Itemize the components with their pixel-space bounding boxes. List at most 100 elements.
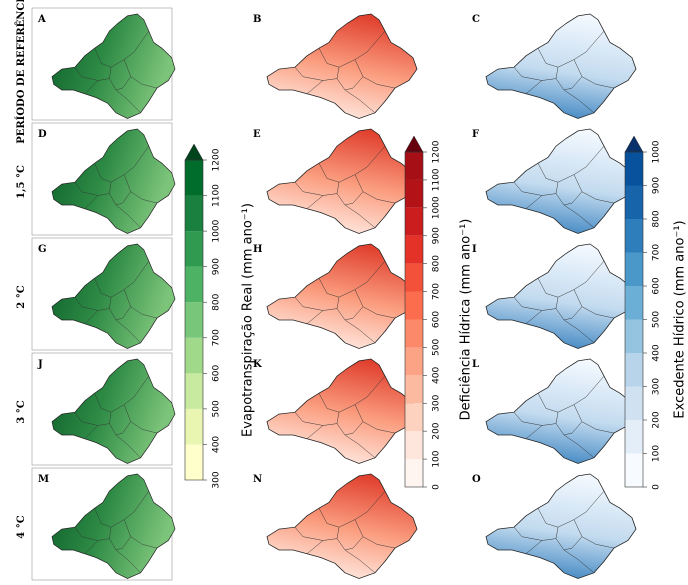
map bbox=[266, 358, 418, 464]
region-border bbox=[513, 527, 543, 541]
colorbar-segment bbox=[405, 263, 423, 292]
region-border bbox=[563, 421, 583, 436]
region-border bbox=[344, 306, 364, 321]
region-border bbox=[94, 145, 149, 183]
colorbar-tick-label: 700 bbox=[212, 329, 222, 346]
region-border bbox=[109, 67, 112, 79]
colorbar-title: Evapotranspiração Real (mm ano⁻¹) bbox=[241, 203, 256, 437]
panel-letter: A bbox=[37, 14, 46, 25]
region-border bbox=[74, 297, 98, 311]
region-border bbox=[294, 297, 324, 311]
region-border bbox=[306, 423, 376, 458]
region-border bbox=[94, 260, 149, 298]
colorbar-tick-label: 1100 bbox=[432, 168, 442, 191]
colorbar-frame bbox=[184, 159, 204, 481]
region-border bbox=[344, 421, 364, 436]
colorbar-tick-label: 1100 bbox=[212, 184, 222, 207]
colorbar-tick-label: 300 bbox=[212, 471, 222, 488]
region-border bbox=[563, 191, 583, 206]
colorbar-segment bbox=[625, 219, 643, 253]
region-border bbox=[555, 412, 559, 424]
row-label: 2 °C bbox=[16, 285, 27, 308]
region-border bbox=[84, 308, 141, 343]
colorbar-title: Excedente Hídrico (mm ano⁻¹) bbox=[673, 220, 688, 418]
colorbar-tick-label: 400 bbox=[432, 366, 442, 383]
region-border bbox=[537, 260, 605, 298]
region-border bbox=[537, 30, 605, 68]
region-border bbox=[109, 182, 112, 194]
region-border bbox=[306, 308, 376, 343]
region-border bbox=[115, 306, 131, 321]
colorbar-segment bbox=[405, 319, 423, 348]
colorbar-tick-label: 1200 bbox=[212, 148, 222, 171]
region-border bbox=[354, 174, 396, 204]
region-border bbox=[84, 78, 141, 113]
state-outline bbox=[485, 473, 637, 579]
map bbox=[485, 13, 637, 119]
region-border bbox=[109, 297, 112, 309]
colorbar-tick-label: 900 bbox=[212, 258, 222, 275]
region-border bbox=[525, 423, 595, 458]
region-border bbox=[318, 490, 386, 528]
colorbar-segment bbox=[405, 291, 423, 320]
panel-letter: O bbox=[472, 474, 481, 485]
region-border bbox=[525, 78, 595, 113]
region-border bbox=[555, 67, 559, 79]
panel-letter: K bbox=[253, 359, 262, 370]
colorbar-tick-label: 600 bbox=[652, 277, 662, 294]
colorbar-segment bbox=[625, 286, 643, 320]
state-outline bbox=[266, 243, 418, 349]
state-outline bbox=[266, 128, 418, 234]
region-border bbox=[573, 289, 615, 319]
region-border bbox=[354, 289, 396, 319]
region-border bbox=[336, 527, 340, 539]
colorbar-tick-label: 600 bbox=[212, 364, 222, 381]
region-border bbox=[537, 145, 605, 183]
region-border bbox=[74, 182, 98, 196]
region-border bbox=[306, 78, 376, 113]
region-border bbox=[306, 538, 376, 573]
map bbox=[51, 358, 176, 464]
colorbar-segment bbox=[185, 195, 203, 232]
region-border bbox=[109, 412, 112, 424]
colorbar-tick-label: 500 bbox=[212, 400, 222, 417]
state-outline bbox=[51, 243, 176, 349]
region-border bbox=[123, 289, 158, 319]
state-outline bbox=[266, 13, 418, 119]
panel-letter: C bbox=[472, 14, 480, 25]
region-border bbox=[354, 59, 396, 89]
state-outline bbox=[485, 128, 637, 234]
region-border bbox=[94, 375, 149, 413]
region-border bbox=[336, 412, 340, 424]
region-border bbox=[525, 538, 595, 573]
region-border bbox=[354, 519, 396, 549]
region-border bbox=[84, 193, 141, 228]
region-border bbox=[318, 375, 386, 413]
colorbar-segment bbox=[625, 185, 643, 219]
colorbar-segment bbox=[185, 337, 203, 374]
colorbar-tick-label: 700 bbox=[652, 244, 662, 261]
region-border bbox=[115, 76, 131, 91]
row-label: PERÍODO DE REFERÊNCIA bbox=[15, 0, 27, 144]
colorbar-tick-label: 0 bbox=[432, 484, 442, 490]
region-border bbox=[74, 67, 98, 81]
region-border bbox=[318, 260, 386, 298]
region-border bbox=[563, 536, 583, 551]
region-border bbox=[84, 538, 141, 573]
state-outline bbox=[51, 473, 176, 579]
panel-letter: M bbox=[38, 474, 49, 485]
region-border bbox=[573, 174, 615, 204]
row-label: 3 °C bbox=[16, 400, 27, 423]
colorbar-segment bbox=[625, 152, 643, 186]
colorbar-extend bbox=[624, 135, 644, 153]
colorbar-segment bbox=[625, 420, 643, 454]
colorbar-tick-label: 0 bbox=[652, 484, 662, 490]
colorbar-segment bbox=[405, 403, 423, 432]
region-border bbox=[123, 404, 158, 434]
colorbar-tick-label: 100 bbox=[652, 445, 662, 462]
colorbar-tick-label: 700 bbox=[432, 283, 442, 300]
region-border bbox=[318, 145, 386, 183]
region-border bbox=[573, 404, 615, 434]
map bbox=[51, 243, 176, 349]
